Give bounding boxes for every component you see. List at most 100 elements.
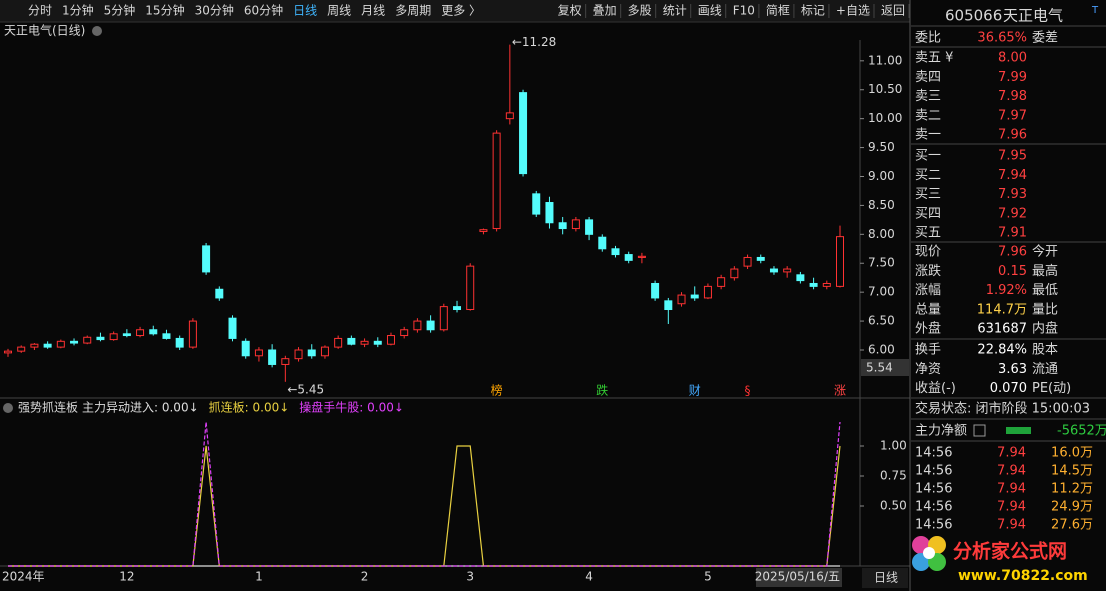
period-tab[interactable]: 15分钟 [145,3,184,18]
candle-body [17,346,26,352]
quote-panel: 605066 天正电气 T 委比 36.65% 委差 交易状态: 闭市阶段 15… [911,5,1106,533]
y-tick-label: 1.00 [880,439,907,453]
x-tick-label: 1 [255,570,263,584]
quote-label2: 流通 [1032,362,1058,377]
candle-body [136,329,145,337]
candle-body [320,346,329,357]
ask-label: 卖四 [915,70,941,85]
ask-label: 卖五 ¥ [915,51,953,66]
quote-label: 净资 [915,362,941,377]
quote-label: 收益(-) [915,381,956,396]
quote-label2: 股本 [1032,343,1058,358]
high-label: ←11.28 [512,35,556,49]
period-tab[interactable]: 5分钟 [104,3,136,18]
ask-label: 卖一 [915,128,941,143]
period-tab[interactable]: 多周期 [395,4,431,18]
candle-body [188,320,197,348]
y-tick-label: 7.50 [868,256,895,270]
y-tick-label: 0.50 [880,499,907,513]
tool-button[interactable]: 画线 [698,4,722,18]
candle-body [202,245,211,273]
event-marker[interactable]: 财 [689,384,701,398]
tool-button[interactable]: 叠加 [593,4,617,18]
candle-body [56,340,65,348]
x-tick-label: 5 [704,570,712,584]
quote-value: 114.7万 [977,302,1027,317]
candle-body [466,265,475,311]
indicator-title: 强势抓连板 [18,400,78,415]
candle-body [796,274,805,282]
candle-body [386,335,395,345]
candle-body [637,255,646,258]
period-tab[interactable]: 30分钟 [195,3,234,18]
stock-tag: T [1091,5,1099,16]
candle-body [334,337,343,348]
x-tick-label: 2 [361,570,369,584]
flow-bar [1006,427,1031,434]
event-marker[interactable]: 跌 [596,383,608,398]
candle-body [809,282,818,287]
tool-button[interactable]: +自选 [836,4,870,18]
tool-button[interactable]: 标记 [801,4,825,18]
period-tab[interactable]: 分时 [28,4,52,18]
period-tab[interactable]: 更多 〉 [441,4,481,18]
bid-price: 7.92 [998,206,1027,221]
ask-price: 8.00 [998,51,1027,66]
tick-time: 14:56 [915,464,952,479]
candle-body [558,222,567,230]
period-tab[interactable]: 60分钟 [244,3,283,18]
watermark-url: www.70822.com [958,568,1088,584]
candle-body [743,256,752,267]
candle-body [43,343,52,348]
legend-entry: 操盘手牛股: 0.00↓ [299,400,404,415]
tool-button[interactable]: F10 [733,4,755,18]
indicator-icon[interactable] [3,403,13,413]
flow-icon[interactable] [973,424,986,437]
quote-label2: 今开 [1032,244,1058,260]
flow-label: 主力净额 [915,424,967,439]
period-tab[interactable]: 1分钟 [62,3,94,18]
y-tick-label: 9.00 [868,169,895,183]
y-tick-label: 0.75 [880,469,907,483]
tool-button[interactable]: 返回 [881,4,905,18]
quote-value: 7.96 [998,245,1027,260]
tool-button[interactable]: 复权 [558,4,582,18]
y-tick-label: 7.00 [868,285,895,299]
quote-value: 22.84% [977,343,1027,358]
candle-body [294,349,303,360]
candle-body [717,277,726,287]
bid-label: 买一 [915,149,941,164]
candle-body [149,329,158,335]
title-icon[interactable] [92,26,102,36]
quote-label2: 最低 [1032,283,1058,298]
y-tick-label: 8.50 [868,198,895,212]
candle-body [426,320,435,331]
tool-button[interactable]: 简框 [766,4,790,18]
period-tab[interactable]: 周线 [327,4,351,18]
watermark-title: 分析家公式网 [953,540,1067,563]
period-tab[interactable]: 月线 [361,4,385,18]
candle-body [730,268,739,279]
event-marker[interactable]: 涨 [834,383,846,398]
ask-label: 卖二 [915,108,941,123]
candle-body [307,349,316,357]
ratio-label: 委比 [915,31,941,46]
y-tick-label: 10.00 [868,111,902,125]
ask-price: 7.96 [998,128,1027,143]
candle-body [162,333,171,339]
y-tick-label: 11.00 [868,53,902,67]
candle-body [439,306,448,331]
tool-button[interactable]: 多股 [628,4,652,18]
candle-body [545,202,554,224]
quote-value: 3.63 [998,362,1027,377]
bid-price: 7.93 [998,187,1027,202]
period-tab[interactable]: 日线 [293,4,317,18]
quote-value: 0.15 [998,264,1027,279]
tool-button[interactable]: 统计 [663,4,687,18]
event-marker[interactable]: 榜 [491,383,503,398]
event-marker[interactable]: § [745,384,751,398]
quote-value: 0.070 [990,381,1027,396]
period-box[interactable] [862,568,908,588]
candle-body [598,236,607,250]
candle-body [664,300,673,311]
